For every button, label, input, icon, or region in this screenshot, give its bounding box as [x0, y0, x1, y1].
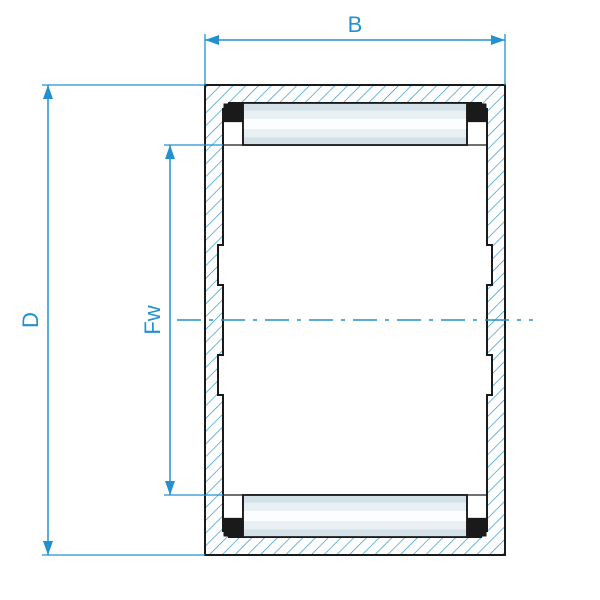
- dimension-label-B: B: [348, 12, 363, 37]
- dimension-label-D: D: [18, 312, 43, 328]
- roller: [243, 103, 467, 145]
- seal: [224, 518, 242, 536]
- dimension-arrow: [205, 35, 219, 45]
- dimension-arrow: [491, 35, 505, 45]
- dimension-arrow: [165, 481, 175, 495]
- seal: [224, 104, 242, 122]
- dimension-arrow: [43, 85, 53, 99]
- seal: [468, 104, 486, 122]
- seal: [468, 518, 486, 536]
- dimension-label-Fw: Fw: [140, 305, 165, 334]
- dimension-arrow: [165, 145, 175, 159]
- dimension-arrow: [43, 541, 53, 555]
- bearing-cross-section: B D Fw: [0, 0, 600, 600]
- roller: [243, 495, 467, 537]
